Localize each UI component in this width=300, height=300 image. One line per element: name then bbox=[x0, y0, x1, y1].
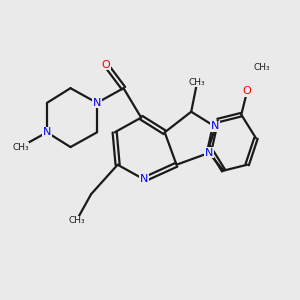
Text: N: N bbox=[211, 122, 219, 131]
Text: CH₃: CH₃ bbox=[254, 63, 270, 72]
Text: N: N bbox=[93, 98, 101, 108]
Text: CH₃: CH₃ bbox=[189, 78, 206, 87]
Text: CH₃: CH₃ bbox=[68, 216, 85, 225]
Text: N: N bbox=[205, 148, 213, 158]
Text: N: N bbox=[140, 174, 148, 184]
Text: N: N bbox=[43, 127, 51, 137]
Text: O: O bbox=[243, 86, 251, 96]
Text: CH₃: CH₃ bbox=[12, 142, 29, 152]
Text: O: O bbox=[101, 60, 110, 70]
